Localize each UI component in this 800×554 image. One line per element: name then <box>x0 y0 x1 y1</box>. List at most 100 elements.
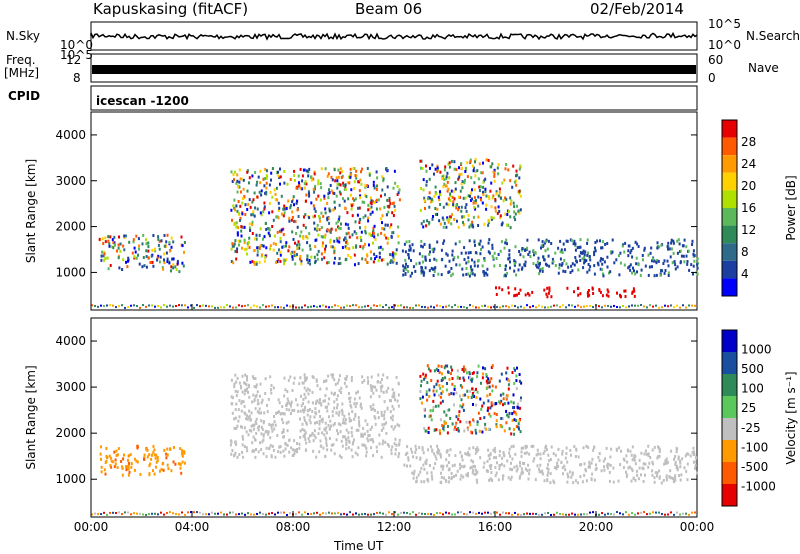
velocity-cell-2 <box>489 453 492 457</box>
power-cell-2 <box>418 252 421 256</box>
power-cell-1 <box>291 255 294 259</box>
power-cell-2 <box>648 265 651 269</box>
velocity-cell-0 <box>153 448 156 452</box>
velocity-cell-2 <box>460 474 463 478</box>
power-cell-1 <box>305 169 308 173</box>
power-nearrange-cell <box>211 305 213 308</box>
velocity-cell-1 <box>267 397 270 401</box>
power-cell-2 <box>599 239 601 243</box>
velocity-cell-2 <box>547 467 550 471</box>
velocity-cell-3 <box>439 431 442 435</box>
power-cell-1 <box>355 176 358 180</box>
velocity-cell-2 <box>438 449 441 453</box>
power-cell-1 <box>276 251 279 255</box>
velocity-cell-3 <box>513 428 515 432</box>
power-cell-3 <box>531 290 534 294</box>
power-cell-2 <box>515 273 518 277</box>
power-cell-1 <box>333 249 336 253</box>
power-nearrange-cell <box>568 304 570 307</box>
power-cell-1 <box>378 251 381 255</box>
power-cell-1 <box>310 176 312 179</box>
power-cell-4 <box>425 169 428 173</box>
beam-title: Beam 06 <box>355 0 423 18</box>
velocity-nearrange-cell <box>208 513 210 516</box>
power-cell-3 <box>577 293 580 297</box>
velocity-cell-1 <box>306 409 309 412</box>
power-cell-1 <box>293 203 295 207</box>
velocity-cell-3 <box>437 364 440 368</box>
freq-right-bottom: 0 <box>708 71 716 85</box>
velocity-cell-2 <box>548 459 551 463</box>
velocity-cell-2 <box>546 478 549 482</box>
velocity-cell-2 <box>549 472 552 476</box>
power-cell-4 <box>452 200 455 204</box>
power-cell-4 <box>504 196 507 200</box>
power-cell-1 <box>253 260 256 264</box>
velocity-cell-2 <box>681 457 684 461</box>
velocity-cell-1 <box>258 411 261 415</box>
velocity-cell-2 <box>494 450 497 454</box>
power-cell-2 <box>643 248 646 252</box>
power-cell-2 <box>572 242 575 246</box>
power-cell-2 <box>433 257 436 261</box>
velocity-cell-2 <box>564 456 567 460</box>
power-cell-1 <box>279 250 282 254</box>
power-nearrange-cell <box>334 304 336 307</box>
power-cell-1 <box>255 262 258 266</box>
velocity-cell-1 <box>295 398 297 402</box>
velocity-cell-3 <box>506 366 509 370</box>
velocity-cell-2 <box>445 458 448 462</box>
power-cell-1 <box>387 210 390 214</box>
power-nearrange-cell <box>202 304 204 307</box>
power-cell-2 <box>578 254 581 258</box>
power-cell-4 <box>472 215 475 219</box>
velocity-cell-1 <box>376 410 379 414</box>
velocity-cell-1 <box>325 441 328 445</box>
power-cell-4 <box>455 203 458 207</box>
velocity-nearrange-cell <box>661 512 663 515</box>
power-cell-1 <box>337 175 340 179</box>
power-cell-1 <box>283 211 286 215</box>
velocity-cell-2 <box>651 460 654 464</box>
velocity-cell-1 <box>235 442 238 446</box>
velocity-cell-1 <box>286 390 289 393</box>
freq-band <box>92 65 696 74</box>
velocity-cell-2 <box>625 475 628 479</box>
power-cell-4 <box>477 224 480 227</box>
power-cell-0 <box>172 240 175 244</box>
velocity-cell-3 <box>505 397 508 401</box>
power-cell-1 <box>327 192 330 196</box>
power-cell-4 <box>477 177 480 181</box>
velocity-nearrange-cell <box>349 511 351 514</box>
velocity-cell-2 <box>456 469 459 473</box>
power-cell-4 <box>478 189 481 192</box>
power-cell-1 <box>381 175 384 179</box>
power-nearrange-cell <box>229 305 231 308</box>
velocity-cell-2 <box>619 463 622 467</box>
power-cell-2 <box>587 251 590 255</box>
power-cell-1 <box>397 225 400 229</box>
velocity-cell-0 <box>103 468 106 472</box>
velocity-cell-2 <box>593 478 596 482</box>
velocity-cell-2 <box>610 447 613 451</box>
power-cell-4 <box>505 163 508 166</box>
velocity-cell-3 <box>495 419 498 423</box>
velocity-cell-1 <box>393 442 396 446</box>
velocity-cell-1 <box>369 438 372 442</box>
velocity-nearrange-cell <box>691 511 693 514</box>
velocity-cell-2 <box>544 446 547 449</box>
velocity-cell-1 <box>358 419 361 423</box>
velocity-cell-1 <box>297 409 300 413</box>
velocity-cell-1 <box>300 394 302 398</box>
velocity-cell-1 <box>353 417 356 421</box>
power-cell-1 <box>260 189 263 193</box>
power-cell-2 <box>574 242 577 246</box>
velocity-cell-1 <box>313 429 316 433</box>
power-cell-2 <box>570 239 573 242</box>
power-cell-1 <box>346 211 349 215</box>
power-nearrange-cell <box>325 305 327 308</box>
noise-right-bottom: 10^0 <box>708 38 741 52</box>
velocity-cell-3 <box>472 418 474 422</box>
power-cell-2 <box>552 260 555 263</box>
power-cell-2 <box>656 259 658 263</box>
